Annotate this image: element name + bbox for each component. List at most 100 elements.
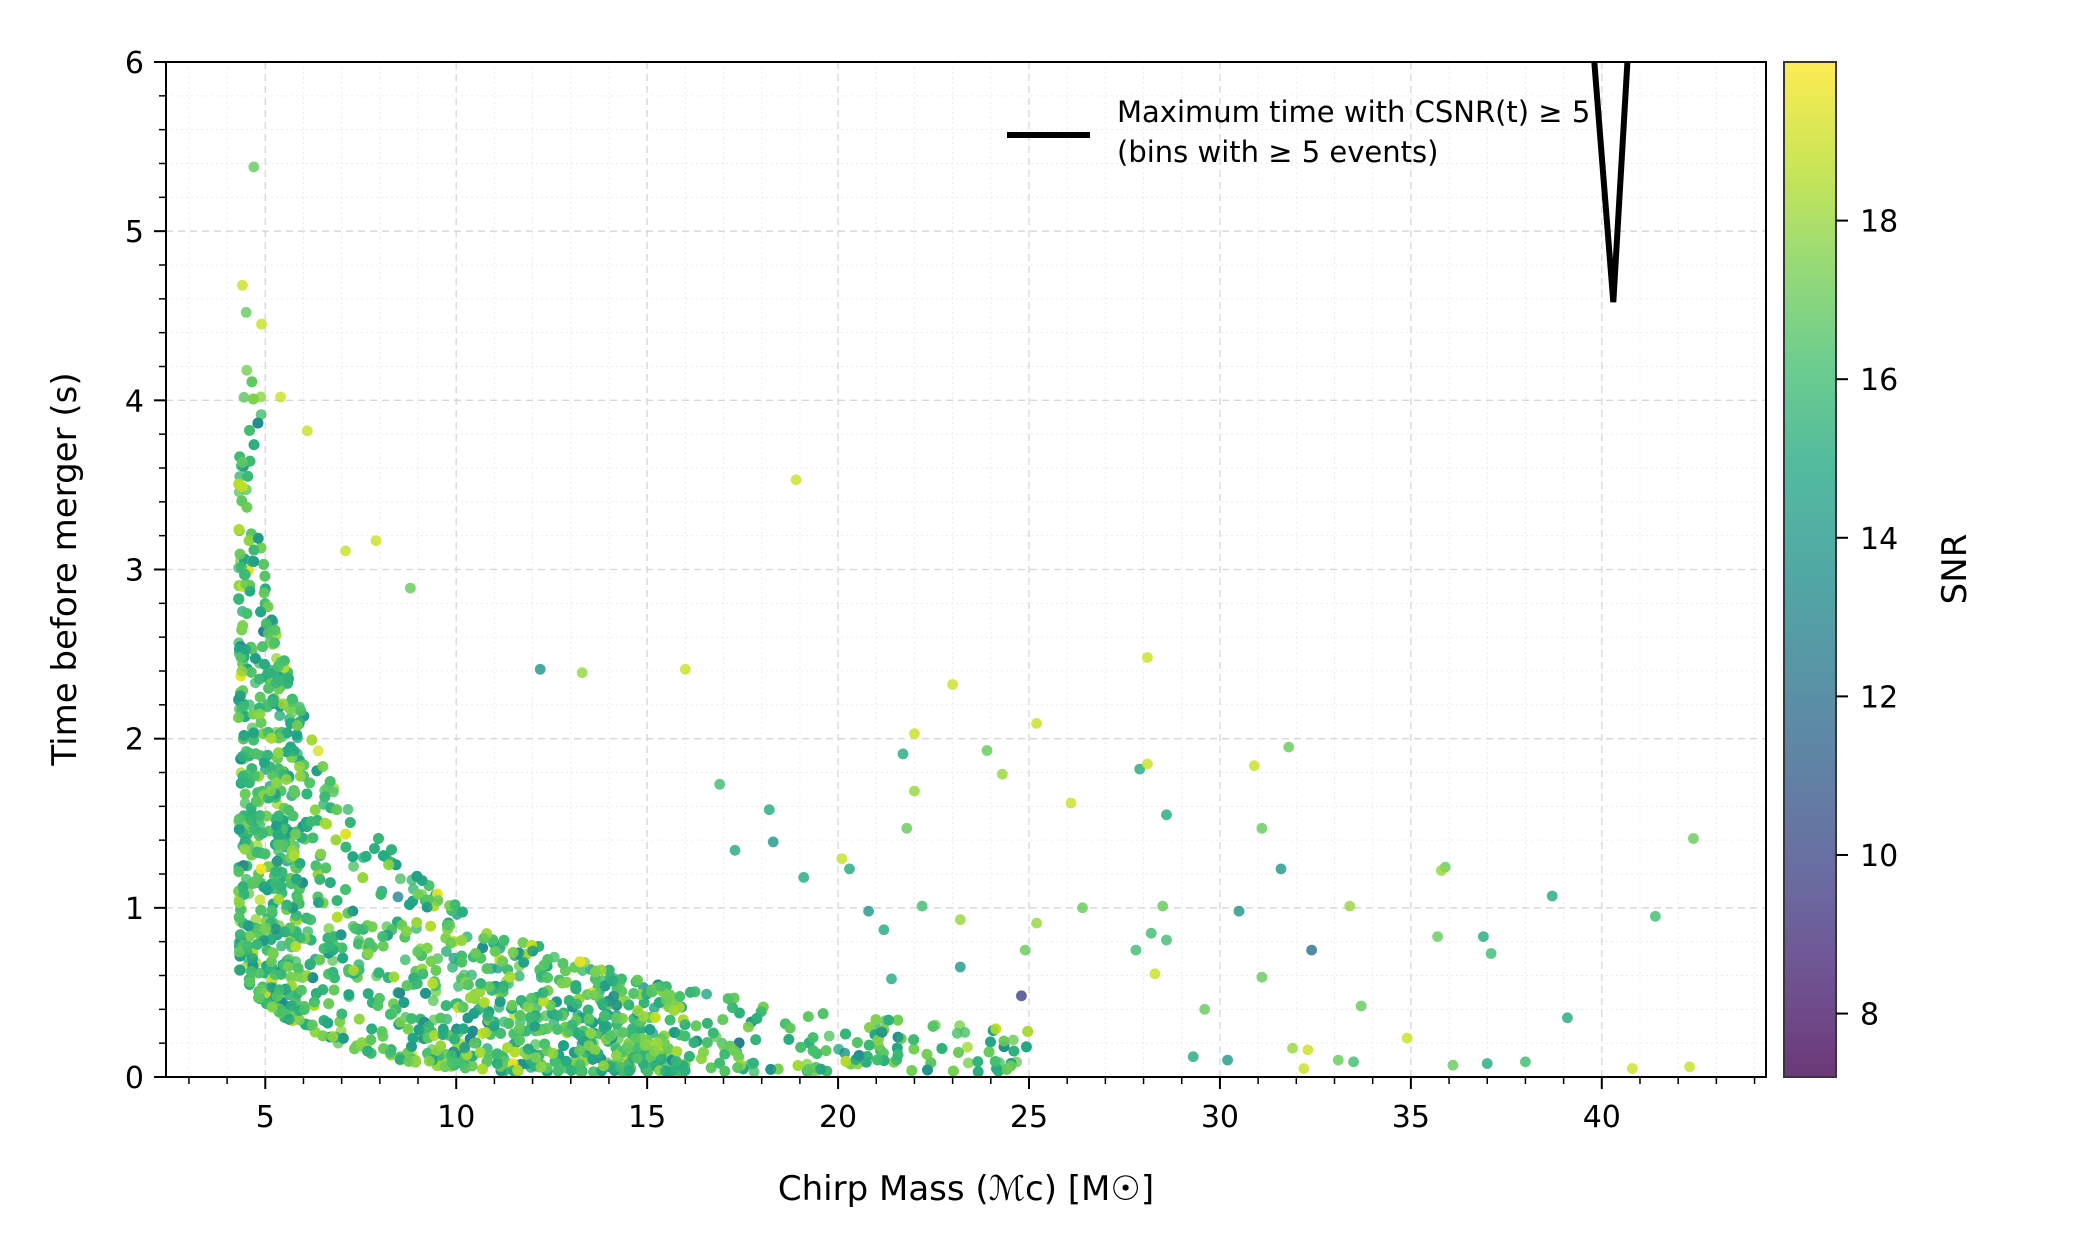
scatter-point: [583, 1013, 595, 1025]
scatter-point: [1031, 718, 1042, 729]
scatter-point: [277, 698, 289, 710]
scatter-point: [674, 991, 686, 1002]
scatter-point: [437, 1029, 449, 1040]
scatter-point: [306, 734, 318, 746]
scatter-point: [908, 1043, 920, 1055]
scatter-point: [237, 457, 248, 468]
scatter-point: [660, 994, 672, 1006]
scatter-point: [249, 770, 260, 782]
scatter-point: [748, 1057, 759, 1069]
scatter-point: [270, 923, 282, 935]
scatter-point: [402, 1023, 414, 1035]
scatter-point: [266, 956, 277, 967]
scatter-point: [421, 942, 433, 954]
scatter-point: [357, 923, 369, 935]
scatter-point: [623, 999, 635, 1011]
scatter-point: [271, 777, 283, 789]
scatter-point: [399, 954, 411, 966]
scatter-point: [364, 937, 375, 949]
scatter-point: [234, 548, 246, 560]
x-tick-label: 10: [437, 1100, 475, 1135]
scatter-point: [1016, 990, 1027, 1002]
scatter-point: [590, 966, 601, 978]
threshold-line-layer: [1591, 62, 1631, 303]
scatter-point: [624, 1065, 635, 1076]
scatter-point: [1520, 1056, 1531, 1068]
scatter-point: [598, 1022, 610, 1034]
scatter-point: [275, 391, 286, 403]
scatter-point: [323, 998, 335, 1010]
scatter-point: [921, 1048, 933, 1060]
scatter-point: [270, 677, 282, 689]
scatter-point: [465, 992, 476, 1004]
scatter-point: [604, 1030, 616, 1042]
scatter-point: [722, 993, 734, 1004]
scatter-point: [688, 1037, 700, 1048]
scatter-point: [1485, 948, 1497, 959]
scatter-point: [295, 705, 307, 717]
scatter-point: [288, 850, 300, 862]
scatter-point: [411, 870, 423, 882]
scatter-point: [1562, 1012, 1573, 1024]
scatter-point: [802, 1011, 814, 1022]
scatter-point: [790, 474, 802, 486]
x-tick-label: 5: [256, 1100, 275, 1135]
x-tick-label: 30: [1201, 1100, 1239, 1135]
x-tick-label: 40: [1583, 1100, 1621, 1135]
scatter-point: [239, 836, 251, 847]
scatter-point: [1007, 1034, 1019, 1046]
scatter-point: [765, 1064, 777, 1075]
scatter-point: [522, 1043, 534, 1055]
scatter-point: [449, 1033, 460, 1045]
scatter-point: [878, 924, 890, 936]
scatter-point: [324, 941, 335, 952]
scatter-point: [664, 1014, 676, 1026]
scatter-point: [407, 1032, 419, 1044]
scatter-point: [892, 1014, 904, 1026]
scatter-point: [356, 1037, 368, 1049]
scatter-point: [296, 984, 307, 996]
scatter-point: [535, 1061, 547, 1073]
scatter-point: [362, 948, 374, 959]
scatter-point: [241, 364, 253, 376]
scatter-point: [807, 1045, 819, 1057]
y-tick-label: 1: [125, 892, 144, 927]
scatter-point: [256, 318, 267, 330]
scatter-point: [483, 981, 495, 993]
scatter-point: [421, 901, 433, 913]
scatter-point: [719, 1048, 731, 1060]
scatter-point: [690, 1020, 702, 1032]
y-tick-label: 6: [125, 46, 144, 81]
scatter-point: [840, 1028, 851, 1040]
scatter-point: [727, 1002, 738, 1013]
scatter-point: [571, 998, 582, 1010]
scatter-point: [353, 938, 364, 950]
scatter-point: [922, 1064, 933, 1076]
scatter-point: [456, 935, 467, 946]
scatter-point: [271, 820, 282, 832]
scatter-point: [514, 1034, 525, 1046]
scatter-point: [392, 891, 404, 903]
scatter-point: [1546, 890, 1558, 902]
scatter-point: [574, 1029, 586, 1041]
scatter-point: [234, 929, 246, 941]
scatter-point: [767, 836, 779, 848]
scatter-point: [947, 679, 958, 690]
colorbar-label: SNR: [1935, 534, 1975, 605]
scatter-point: [233, 712, 245, 723]
scatter-point: [576, 667, 588, 679]
scatter-point: [607, 975, 619, 987]
scatter-point: [702, 1017, 713, 1029]
scatter-point: [447, 961, 458, 973]
scatter-point: [246, 376, 258, 388]
scatter-point: [1130, 944, 1142, 956]
scatter-point: [254, 691, 266, 703]
scatter-point: [652, 1037, 663, 1049]
scatter-point: [474, 986, 486, 998]
scatter-point: [373, 967, 385, 979]
scatter-point: [495, 1028, 507, 1039]
scatter-point: [1161, 934, 1172, 946]
scatter-point: [972, 1066, 984, 1077]
scatter-point: [458, 1023, 469, 1035]
